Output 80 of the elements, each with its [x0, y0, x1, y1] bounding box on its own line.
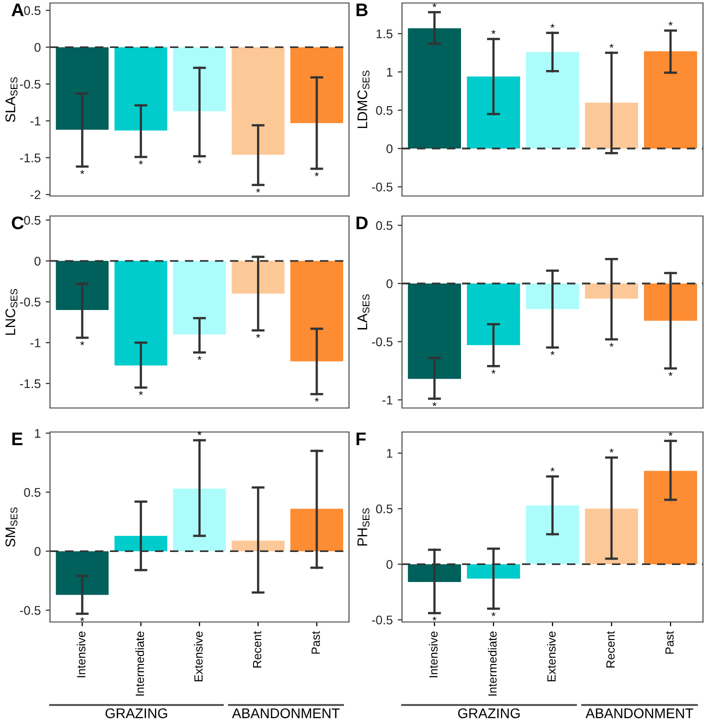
y-tick-label: -1 — [30, 116, 40, 126]
annotation: * — [491, 370, 496, 374]
y-tick-label: 0.5 — [376, 504, 392, 514]
y-tick-label: 1 — [386, 449, 392, 458]
y-tick-label: 0.5 — [24, 216, 40, 225]
annotation: * — [314, 172, 319, 176]
annotation: * — [550, 24, 554, 28]
annotation: * — [550, 351, 554, 355]
y-axis-title: LA$_{SES}$ — [358, 294, 370, 330]
annotation: * — [138, 391, 143, 396]
annotation: * — [256, 334, 260, 338]
chart-title: B — [356, 4, 368, 16]
annotation: * — [198, 356, 202, 360]
y-tick-label: -1 — [382, 396, 392, 404]
x-tick-label: Past — [665, 631, 674, 654]
y-tick-label: -2 — [30, 190, 40, 200]
y-axis-title: LDMC$_{SES}$ — [357, 70, 370, 128]
y-axis-title: SLA$_{SES}$ — [5, 77, 18, 122]
y-tick-label: 1 — [386, 68, 392, 76]
y-axis-title: SM$_{SES}$ — [5, 507, 18, 547]
x-tick-label: Past — [312, 631, 320, 654]
x-tick-label: Intensive — [76, 632, 86, 678]
chart-title: E — [12, 432, 22, 446]
y-tick-label: 1.5 — [376, 30, 392, 38]
y-tick-label: -0.5 — [372, 616, 392, 624]
annotation: * — [432, 3, 436, 8]
annotation: * — [610, 448, 614, 453]
y-tick-label: 0 — [386, 279, 392, 288]
annotation: * — [491, 612, 496, 616]
text: GRAZING — [106, 708, 168, 718]
annotation: * — [432, 402, 436, 406]
text: GRAZING — [458, 708, 520, 718]
y-tick-label: -0.5 — [372, 182, 392, 192]
y-tick-label: -0.5 — [20, 80, 40, 89]
y-tick-label: 0.5 — [376, 221, 392, 230]
y-tick-label: 0.5 — [24, 488, 40, 497]
y-tick-label: 0 — [386, 144, 392, 154]
x-tick-label: Recent — [253, 631, 262, 668]
text: ABANDONMENT — [586, 708, 694, 718]
annotation: * — [80, 341, 84, 346]
x-tick-label: Intensive — [428, 632, 438, 678]
y-tick-label: 0.5 — [376, 106, 392, 115]
annotation: * — [491, 30, 496, 34]
annotation: * — [256, 188, 260, 192]
x-tick-label: Recent — [606, 631, 615, 668]
annotation: * — [668, 432, 673, 436]
y-tick-label: -0.5 — [20, 298, 40, 306]
annotation: * — [668, 372, 673, 376]
annotation: * — [198, 160, 202, 164]
annotation: * — [610, 342, 614, 347]
annotation: * — [80, 617, 84, 622]
chart-title: C — [12, 216, 24, 230]
annotation: * — [314, 398, 319, 402]
annotation: * — [668, 22, 673, 26]
y-tick-label: 1 — [34, 429, 40, 438]
y-tick-label: 0 — [34, 546, 40, 556]
y-tick-label: -0.5 — [372, 337, 392, 346]
y-tick-label: -1.5 — [20, 154, 40, 162]
chart-title: D — [356, 216, 368, 230]
x-tick-label: Intermediate — [488, 632, 497, 696]
x-tick-label: Intermediate — [135, 632, 144, 696]
y-tick-label: -0.5 — [20, 606, 40, 615]
y-tick-label: -1.5 — [20, 379, 40, 388]
annotation: * — [550, 468, 554, 472]
y-tick-label: -1 — [30, 338, 40, 348]
text: ABANDONMENT — [232, 708, 340, 718]
annotation: * — [610, 44, 614, 48]
x-tick-label: Extensive — [194, 632, 203, 682]
x-tick-label: Extensive — [546, 632, 556, 682]
y-tick-label: 0 — [34, 43, 40, 52]
y-axis-title: LNC$_{SES}$ — [5, 288, 18, 335]
y-tick-label: 0 — [34, 256, 40, 266]
y-tick-label: 0 — [386, 560, 392, 569]
y-tick-label: 0.5 — [24, 6, 40, 16]
chart-title: A — [12, 4, 24, 16]
annotation: * — [80, 170, 84, 174]
annotation: * — [138, 160, 143, 164]
chart-title: F — [356, 432, 366, 446]
y-axis-title: PH$_{SES}$ — [358, 508, 370, 546]
annotation: * — [432, 616, 436, 621]
